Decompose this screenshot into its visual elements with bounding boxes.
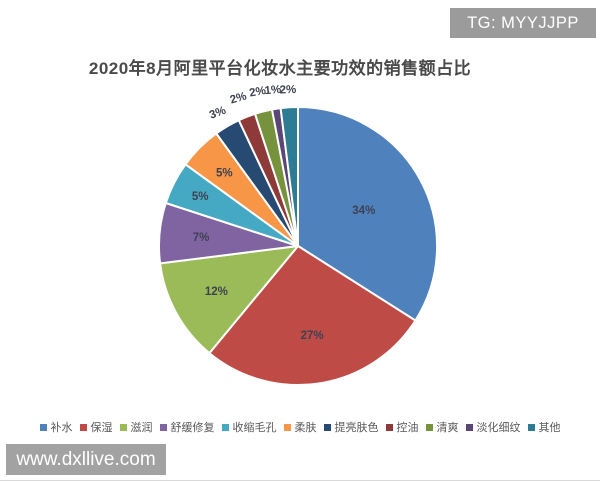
legend-item-提亮肤色: 提亮肤色 bbox=[323, 419, 379, 435]
website-watermark: www.dxllive.com bbox=[6, 444, 166, 475]
legend-item-收缩毛孔: 收缩毛孔 bbox=[221, 419, 277, 435]
legend-swatch-icon bbox=[385, 423, 393, 431]
pie-slice-label: 5% bbox=[216, 167, 233, 179]
pie-slice-label: 2% bbox=[248, 85, 266, 100]
legend-label: 控油 bbox=[396, 422, 419, 434]
pie-slice-label: 7% bbox=[193, 232, 210, 244]
legend-swatch-icon bbox=[221, 423, 229, 431]
pie-slice-label: 3% bbox=[208, 105, 228, 122]
legend-label: 舒缓修复 bbox=[170, 422, 215, 434]
pie-slice-其他 bbox=[279, 106, 299, 247]
legend-item-其他: 其他 bbox=[527, 419, 561, 435]
legend-swatch-icon bbox=[39, 423, 47, 431]
legend-item-柔肤: 柔肤 bbox=[283, 419, 317, 435]
legend-item-舒缓修复: 舒缓修复 bbox=[159, 419, 215, 435]
pie-slice-label: 27% bbox=[301, 330, 324, 342]
pie-slice-label: 1% bbox=[264, 84, 282, 97]
legend-swatch-icon bbox=[119, 423, 127, 431]
legend-swatch-icon bbox=[425, 423, 433, 431]
chart-legend: 补水 保湿 滋润 舒缓修复 收缩毛孔 柔肤 提亮肤色 控油 清爽 淡化细纹 其他 bbox=[0, 419, 600, 435]
pie-slice-label: 12% bbox=[205, 286, 228, 298]
legend-swatch-icon bbox=[159, 423, 167, 431]
legend-item-控油: 控油 bbox=[385, 419, 419, 435]
legend-item-补水: 补水 bbox=[39, 419, 73, 435]
legend-swatch-icon bbox=[465, 423, 473, 431]
pie-slice-滋润 bbox=[159, 245, 299, 355]
legend-label: 收缩毛孔 bbox=[232, 422, 277, 434]
pie-slice-label: 2% bbox=[279, 84, 296, 97]
legend-item-滋润: 滋润 bbox=[119, 419, 153, 435]
legend-label: 柔肤 bbox=[294, 422, 317, 434]
legend-label: 滋润 bbox=[130, 422, 153, 434]
pie-slice-label: 34% bbox=[352, 205, 375, 217]
chart-title: 2020年8月阿里平台化妆水主要功效的销售额占比 bbox=[88, 59, 472, 78]
legend-label: 其他 bbox=[538, 422, 561, 434]
pie-slice-label: 5% bbox=[192, 191, 209, 203]
legend-item-保湿: 保湿 bbox=[79, 419, 113, 435]
legend-swatch-icon bbox=[283, 423, 291, 431]
legend-label: 保湿 bbox=[90, 422, 113, 434]
legend-swatch-icon bbox=[323, 423, 331, 431]
legend-label: 淡化细纹 bbox=[476, 422, 521, 434]
legend-item-淡化细纹: 淡化细纹 bbox=[465, 419, 521, 435]
telegram-watermark: TG: MYYJJPP bbox=[450, 8, 596, 38]
legend-label: 清爽 bbox=[436, 422, 459, 434]
legend-label: 提亮肤色 bbox=[334, 422, 379, 434]
pie-slice-label: 2% bbox=[229, 90, 248, 106]
legend-item-清爽: 清爽 bbox=[425, 419, 459, 435]
legend-label: 补水 bbox=[50, 422, 73, 434]
legend-swatch-icon bbox=[79, 423, 87, 431]
legend-swatch-icon bbox=[527, 423, 535, 431]
pie-slice-保湿 bbox=[208, 245, 417, 387]
